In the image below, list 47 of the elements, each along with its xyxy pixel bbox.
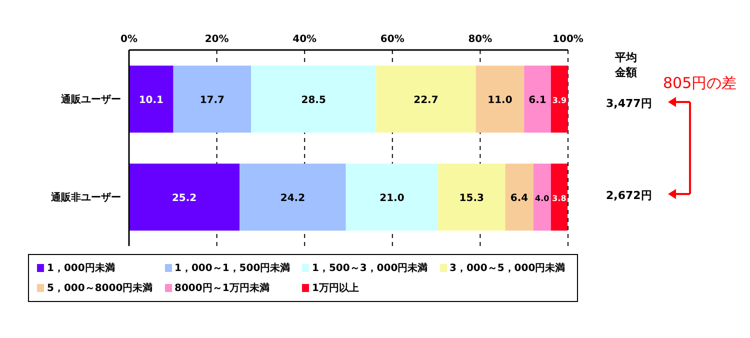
bar [533,164,551,231]
bar [550,164,568,231]
data-label: 17.7 [200,95,225,106]
legend-label: 1万円以上 [312,282,359,295]
data-label: 6.1 [528,95,546,106]
text: 2,672円 [606,188,652,203]
data-label: 15.3 [459,193,484,204]
text: 平均金額 [614,50,638,80]
data-label: 21.0 [380,193,404,204]
y-tick-label: 通販非ユーザー [50,192,121,204]
text: 3,477円 [606,96,652,111]
bar [524,66,551,133]
legend-label: 3，000～5，000円未満 [450,262,566,275]
data-label: 10.1 [138,95,164,106]
data-label: 24.2 [280,193,306,204]
bar [346,164,438,231]
data-label: 28.5 [301,95,326,106]
legend-label: 1，000～1，500円未満 [174,262,290,275]
bar [240,164,346,231]
bar [251,66,376,133]
x-tick-label: 0% [120,34,138,45]
data-label: 25.2 [172,193,197,204]
legend-label: 1，000円未満 [47,262,115,275]
data-label: 22.7 [414,95,438,106]
bar [550,66,568,133]
data-label: 4.0 [535,194,550,204]
x-tick-label: 40% [292,34,317,45]
legend-label: 8000円～1万円未満 [174,282,270,295]
bar [129,66,174,133]
data-label: 11.0 [488,95,512,106]
bar [376,66,476,133]
bar [129,164,240,231]
x-tick-label: 20% [204,34,229,45]
bar [438,164,506,231]
text: 805円の差 [663,74,737,93]
legend-label: 5，000～8000円未満 [47,282,153,295]
y-tick-label: 通販ユーザー [60,94,121,106]
x-tick-label: 80% [468,34,492,45]
data-label: 3.9 [552,96,567,106]
bar [505,164,534,231]
data-label: 6.4 [510,193,528,204]
x-tick-label: 100% [552,34,584,45]
data-label: 3.8 [552,194,567,204]
bar [476,66,524,133]
x-tick-label: 60% [380,34,404,45]
bar [173,66,252,133]
legend-label: 1，500～3，000円未満 [312,262,428,275]
